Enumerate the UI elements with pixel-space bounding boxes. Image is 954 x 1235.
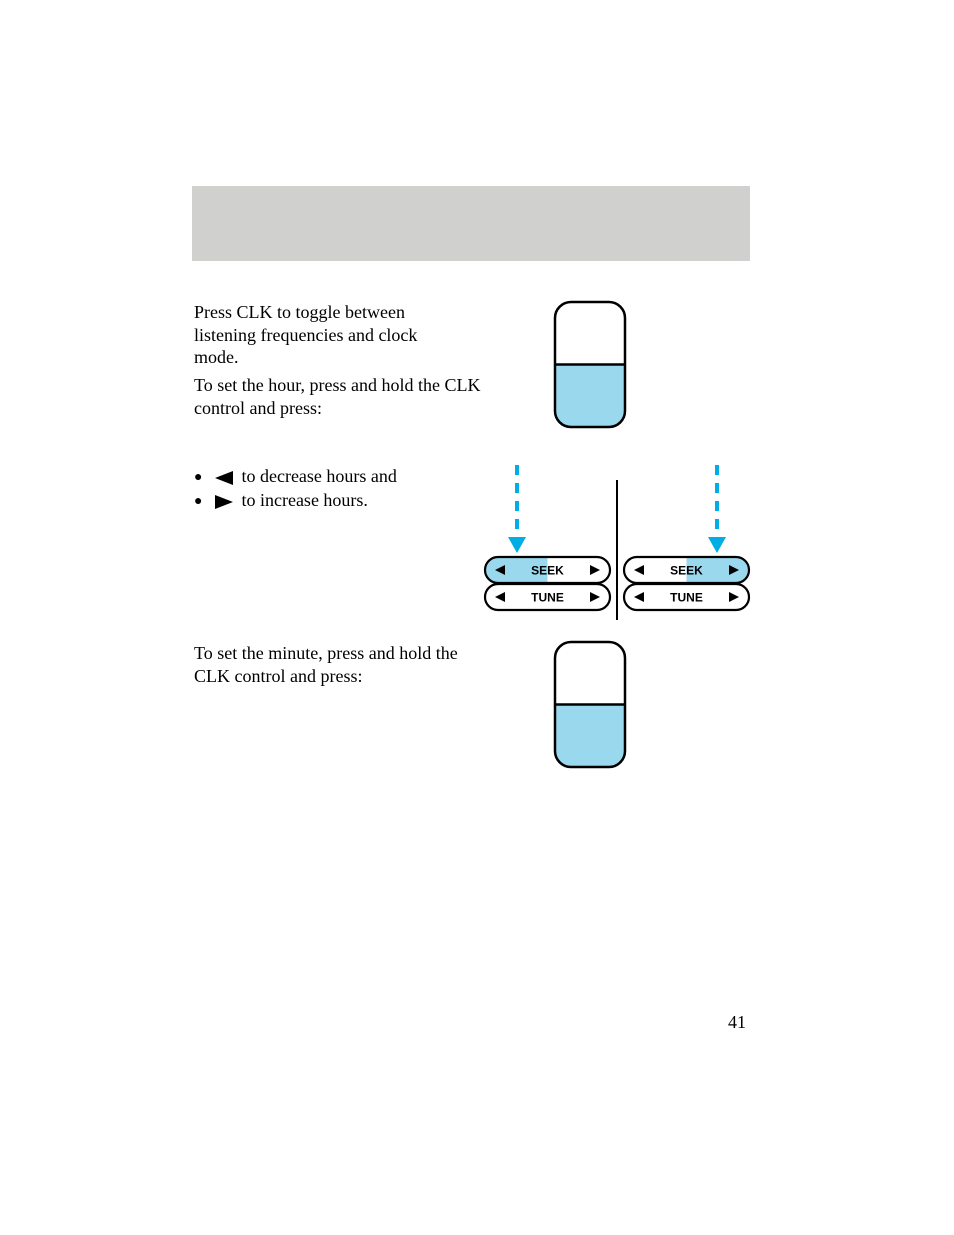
bullet-dot: ● <box>194 470 202 485</box>
bullet-increase-hours: ● to increase hours. <box>194 490 368 511</box>
bullet-dot: ● <box>194 494 202 509</box>
tune-label-left: TUNE <box>531 591 564 605</box>
header-band <box>192 186 750 261</box>
tune-label-right: TUNE <box>670 591 703 605</box>
seek-tune-diagram: SEEK TUNE <box>477 465 757 635</box>
triangle-right-icon <box>215 495 233 509</box>
paragraph-set-hour: To set the hour, press and hold the CLK … <box>194 374 484 419</box>
bullet1-text: to decrease hours and <box>241 466 396 486</box>
clk-button-diagram-top <box>553 300 627 429</box>
triangle-left-icon <box>215 471 233 485</box>
page: Press CLK to toggle between listening fr… <box>0 0 954 1235</box>
bullet2-text: to increase hours. <box>241 490 367 510</box>
bullet-decrease-hours: ● to decrease hours and <box>194 466 397 487</box>
seek-label-right: SEEK <box>670 564 703 578</box>
paragraph-clk-toggle: Press CLK to toggle between listening fr… <box>194 301 454 369</box>
seek-label-left: SEEK <box>531 564 564 578</box>
page-number: 41 <box>728 1012 746 1033</box>
clk-button-diagram-bottom <box>553 640 627 769</box>
paragraph-set-minute: To set the minute, press and hold the CL… <box>194 642 484 687</box>
